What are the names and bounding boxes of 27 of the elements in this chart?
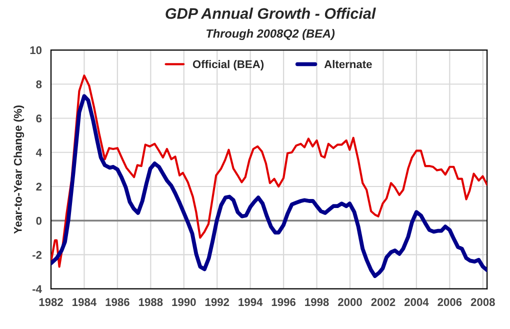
y-tick-label: 2 <box>36 182 42 191</box>
chart-title: GDP Annual Growth - Official <box>166 8 376 19</box>
x-tick-label: 1984 <box>72 298 97 306</box>
y-tick-label: 0 <box>36 216 42 225</box>
x-tick-label: 1996 <box>272 298 296 306</box>
y-axis-title: Year-to-Year Change (%) <box>14 105 24 234</box>
x-tick-label: 1990 <box>172 298 196 306</box>
x-tick-label: 1982 <box>39 298 63 306</box>
y-tick-label: 8 <box>36 80 42 88</box>
legend-label: Alternate <box>324 60 372 68</box>
x-tick-label: 1992 <box>205 298 230 306</box>
x-tick-label: 1988 <box>139 298 163 306</box>
y-tick-label: 10 <box>30 46 42 54</box>
legend-label: Official (BEA) <box>192 60 264 70</box>
x-tick-label: 2008 <box>470 298 495 306</box>
y-tick-label: -4 <box>32 285 42 293</box>
chart-subtitle: Through 2008Q2 (BEA) <box>206 29 335 40</box>
x-tick-label: 1994 <box>238 298 263 306</box>
y-tick-label: 6 <box>36 114 42 122</box>
x-tick-label: 2006 <box>438 298 462 306</box>
x-tick-label: 2004 <box>404 298 429 306</box>
y-tick-label: 4 <box>36 148 42 156</box>
y-tick-label: -2 <box>32 251 42 259</box>
x-tick-label: 1998 <box>305 298 329 306</box>
x-tick-label: 2000 <box>338 298 362 306</box>
x-tick-label: 2002 <box>371 298 396 306</box>
x-tick-label: 1986 <box>106 298 130 306</box>
